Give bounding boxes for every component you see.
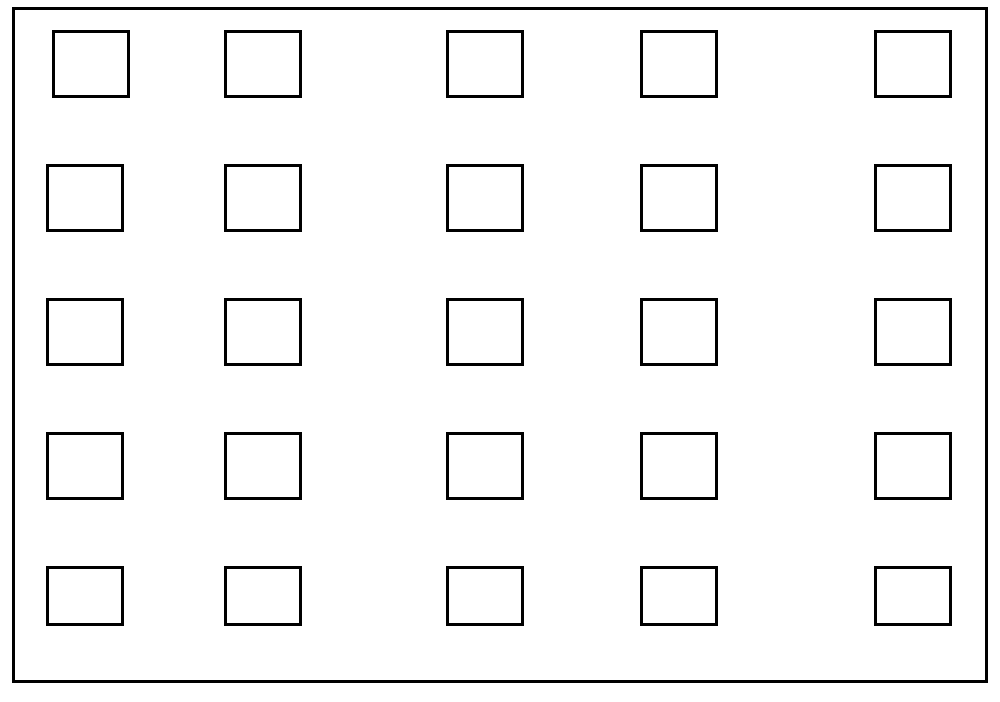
grid-square xyxy=(46,164,124,232)
grid-square xyxy=(640,566,718,626)
grid-square xyxy=(874,30,952,98)
grid-square xyxy=(224,164,302,232)
grid-square xyxy=(224,30,302,98)
grid-square xyxy=(874,164,952,232)
grid-square xyxy=(874,298,952,366)
grid-square xyxy=(446,432,524,500)
grid-square xyxy=(46,432,124,500)
grid-square xyxy=(446,30,524,98)
grid-square xyxy=(446,566,524,626)
grid-square xyxy=(874,566,952,626)
grid-square xyxy=(640,432,718,500)
grid-square xyxy=(640,164,718,232)
grid-square xyxy=(446,298,524,366)
grid-square xyxy=(224,298,302,366)
grid-square xyxy=(224,432,302,500)
grid-square xyxy=(640,30,718,98)
grid-square xyxy=(52,30,130,98)
grid-square xyxy=(446,164,524,232)
grid-square xyxy=(46,566,124,626)
grid-square xyxy=(46,298,124,366)
grid-square xyxy=(224,566,302,626)
grid-square xyxy=(874,432,952,500)
diagram-canvas xyxy=(0,0,1000,702)
grid-square xyxy=(640,298,718,366)
